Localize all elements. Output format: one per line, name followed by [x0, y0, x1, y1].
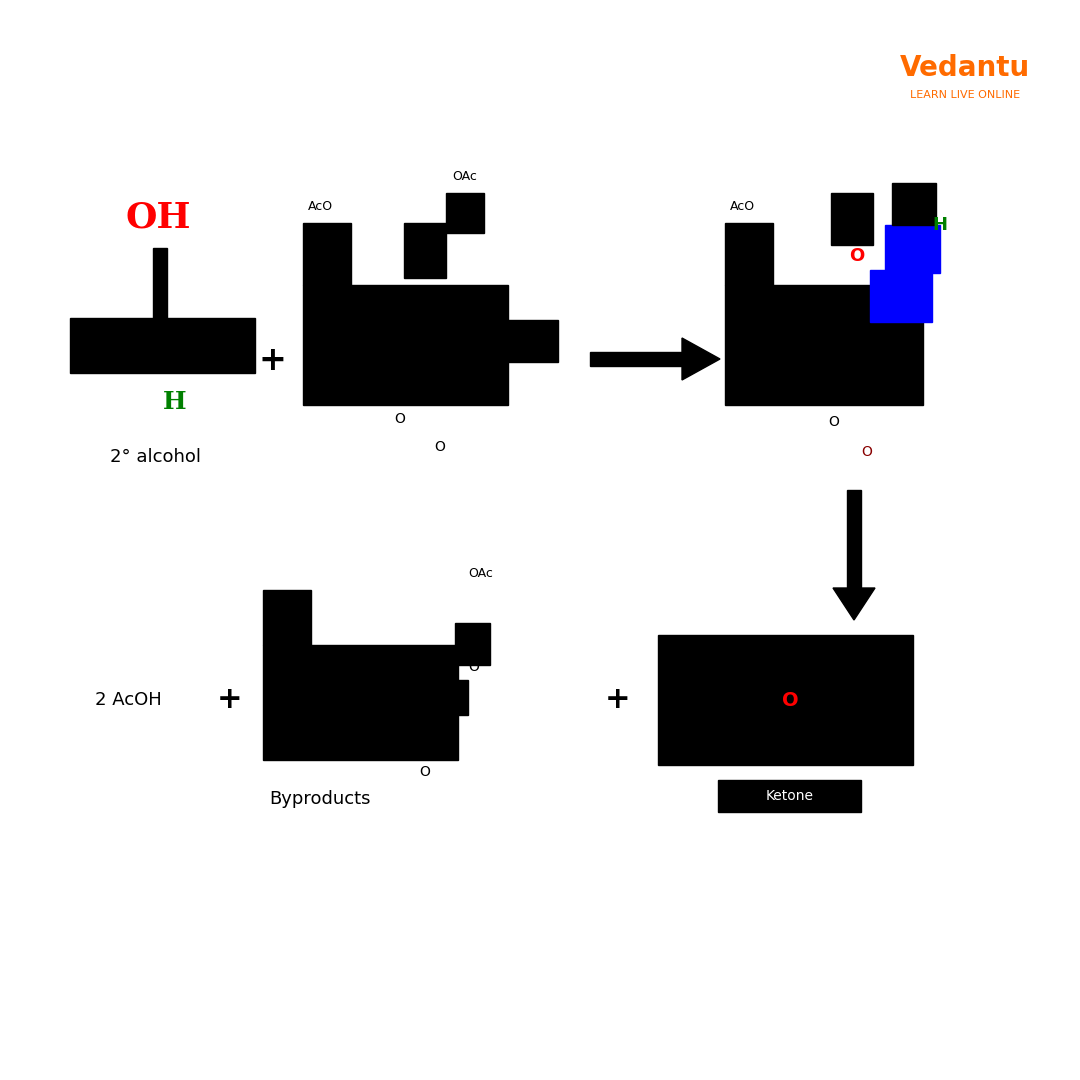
Text: Ketone: Ketone [766, 789, 814, 804]
Bar [718, 780, 861, 812]
Text: H: H [163, 390, 187, 414]
Bar [446, 193, 484, 233]
Bar [870, 270, 932, 322]
Text: O: O [828, 415, 839, 429]
Text: O: O [434, 440, 445, 454]
Text: OAc: OAc [468, 567, 492, 580]
Text: 2 AcOH: 2 AcOH [95, 691, 161, 708]
Text: +: + [258, 343, 286, 377]
Bar [264, 645, 458, 760]
Text: Vedantu: Vedantu [900, 54, 1030, 82]
Text: OAc: OAc [519, 323, 545, 336]
Bar [831, 193, 873, 245]
Text: AcO: AcO [730, 200, 755, 213]
Bar [303, 222, 351, 285]
Text: +: + [217, 686, 243, 715]
Bar [658, 635, 913, 765]
Polygon shape [833, 588, 875, 620]
Text: OH: OH [125, 201, 191, 235]
Bar [455, 623, 490, 665]
Bar [847, 490, 861, 588]
Bar [303, 285, 508, 405]
Bar [725, 285, 923, 405]
Text: O: O [419, 765, 431, 779]
Bar [404, 222, 446, 278]
Bar [153, 248, 167, 318]
Bar [508, 320, 558, 362]
Text: 2° alcohol: 2° alcohol [109, 448, 201, 465]
Text: +: + [605, 686, 631, 715]
Text: O: O [849, 247, 865, 265]
Bar [590, 352, 681, 366]
Bar [70, 318, 255, 373]
Text: LEARN LIVE ONLINE: LEARN LIVE ONLINE [910, 90, 1021, 100]
Text: O: O [862, 445, 873, 459]
Text: Byproducts: Byproducts [269, 789, 370, 808]
Text: H: H [932, 216, 947, 234]
Text: O: O [468, 660, 478, 674]
Text: O: O [394, 411, 405, 426]
Text: AcO: AcO [308, 200, 333, 213]
Bar [418, 680, 468, 715]
Polygon shape [681, 338, 720, 380]
Bar [892, 183, 936, 225]
Bar [885, 225, 940, 273]
Bar [264, 590, 311, 645]
Text: O: O [782, 690, 798, 710]
Text: OAc: OAc [453, 170, 477, 183]
Bar [725, 222, 773, 285]
